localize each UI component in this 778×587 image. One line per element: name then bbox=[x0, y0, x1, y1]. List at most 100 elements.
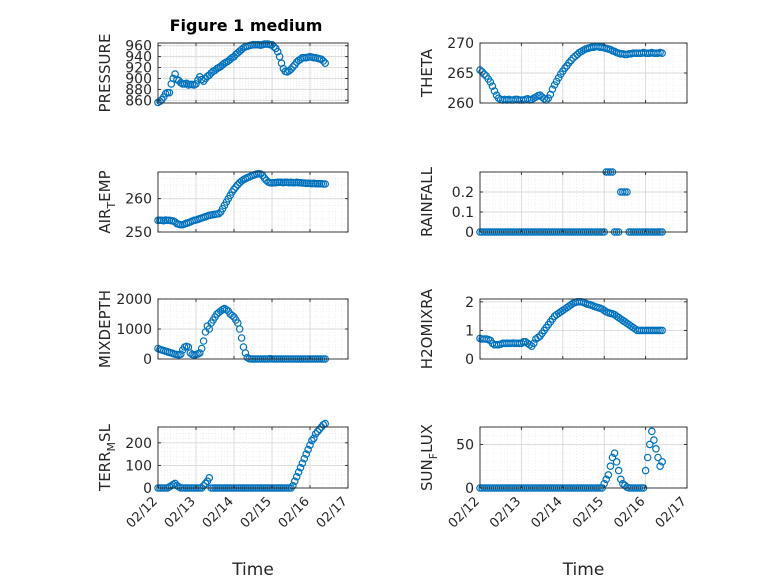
y-tick-label: 0 bbox=[465, 352, 474, 368]
x-axis-label: Time bbox=[231, 560, 274, 580]
y-tick-label: 2 bbox=[465, 295, 474, 311]
data-point bbox=[604, 471, 613, 479]
data-point bbox=[621, 188, 629, 196]
data-point bbox=[602, 475, 611, 484]
data-point bbox=[228, 311, 236, 320]
axes-box bbox=[479, 171, 688, 233]
data-point bbox=[315, 425, 324, 434]
data-point bbox=[309, 434, 318, 443]
y-tick-label: 200 bbox=[125, 436, 152, 452]
data-point bbox=[205, 474, 214, 482]
data-point bbox=[230, 52, 238, 61]
y-axis-label-subscript: F bbox=[427, 453, 440, 459]
y-axis-label-part: SL bbox=[96, 423, 114, 442]
data-point bbox=[197, 75, 206, 84]
y-axis-label-part: SUN bbox=[418, 459, 436, 491]
axes-box bbox=[157, 426, 349, 489]
data-point bbox=[658, 326, 666, 335]
y-axis-label: PRESSURE bbox=[96, 34, 114, 113]
y-tick-label: 50 bbox=[456, 437, 474, 453]
y-tick-label: 0 bbox=[465, 481, 474, 497]
data-point bbox=[215, 209, 223, 218]
data-point bbox=[302, 450, 311, 458]
data-point bbox=[306, 441, 314, 449]
data-point bbox=[480, 70, 488, 79]
data-point bbox=[300, 454, 309, 463]
y-tick-label: 100 bbox=[125, 458, 152, 474]
data-point bbox=[658, 49, 666, 58]
y-tick-label: 0 bbox=[143, 352, 152, 368]
y-tick-label: 1000 bbox=[116, 322, 152, 338]
series-markers bbox=[154, 169, 330, 229]
y-axis-label-part: LUX bbox=[418, 424, 436, 453]
series-markers bbox=[154, 304, 330, 363]
data-point bbox=[645, 440, 654, 449]
data-point bbox=[643, 453, 652, 462]
y-axis-label: SUNFLUX bbox=[418, 424, 440, 491]
y-tick-label: 0 bbox=[143, 481, 152, 497]
y-axis-label-subscript: T bbox=[105, 202, 118, 210]
axes-box bbox=[479, 298, 688, 360]
y-tick-label: 2000 bbox=[116, 292, 152, 308]
data-point bbox=[650, 436, 658, 444]
y-tick-label: 260 bbox=[447, 96, 474, 112]
data-point bbox=[519, 338, 528, 346]
data-point bbox=[201, 479, 210, 488]
data-point bbox=[308, 436, 316, 445]
data-point bbox=[196, 349, 204, 357]
axes-box bbox=[157, 42, 349, 104]
y-axis-label: MIXDEPTH bbox=[96, 290, 114, 368]
data-point bbox=[205, 71, 214, 79]
y-axis-label: H2OMIXRA bbox=[418, 288, 436, 369]
data-point bbox=[275, 52, 284, 61]
data-point bbox=[235, 325, 244, 333]
y-axis-label: TERRMSL bbox=[96, 423, 118, 492]
data-point bbox=[321, 59, 330, 67]
data-point bbox=[612, 458, 621, 466]
data-point bbox=[606, 462, 615, 471]
data-point bbox=[654, 453, 662, 462]
data-point bbox=[273, 47, 282, 56]
data-point bbox=[256, 170, 265, 178]
data-point bbox=[230, 185, 238, 194]
data-point bbox=[317, 55, 326, 64]
y-tick-label: 1 bbox=[465, 323, 474, 339]
y-tick-label: 270 bbox=[447, 36, 474, 52]
y-axis-label-part: TERR bbox=[96, 451, 114, 492]
y-tick-label: 0.2 bbox=[452, 185, 474, 201]
y-axis-label-subscript: M bbox=[105, 442, 118, 452]
data-point bbox=[199, 481, 208, 490]
data-point bbox=[260, 174, 269, 182]
data-point bbox=[614, 466, 623, 475]
series-markers bbox=[476, 42, 666, 104]
data-point bbox=[567, 300, 575, 309]
axes-panel-4: 0 0.1 0.2 RAINFALL bbox=[418, 166, 688, 241]
data-point bbox=[319, 57, 328, 65]
data-point bbox=[600, 306, 609, 315]
data-point bbox=[321, 180, 330, 188]
data-point bbox=[287, 65, 295, 73]
y-tick-label: 920 bbox=[125, 61, 152, 77]
data-point bbox=[289, 481, 297, 490]
data-point bbox=[199, 337, 208, 345]
data-point bbox=[534, 333, 542, 342]
y-tick-label: 960 bbox=[125, 39, 152, 55]
y-tick-label: 940 bbox=[125, 50, 152, 66]
y-axis-label: THETA bbox=[418, 48, 436, 98]
data-point bbox=[548, 85, 557, 94]
y-tick-label: 260 bbox=[125, 192, 152, 208]
data-point bbox=[156, 97, 164, 106]
data-point bbox=[490, 87, 499, 95]
data-point bbox=[561, 64, 569, 73]
data-point bbox=[656, 326, 664, 335]
data-point bbox=[232, 183, 240, 191]
data-point bbox=[525, 340, 534, 349]
data-point bbox=[192, 80, 200, 88]
data-point bbox=[268, 40, 276, 49]
axes-box bbox=[157, 171, 349, 233]
data-point bbox=[270, 43, 278, 51]
data-point bbox=[289, 63, 297, 71]
y-axis-label-part: AIR bbox=[96, 209, 114, 234]
